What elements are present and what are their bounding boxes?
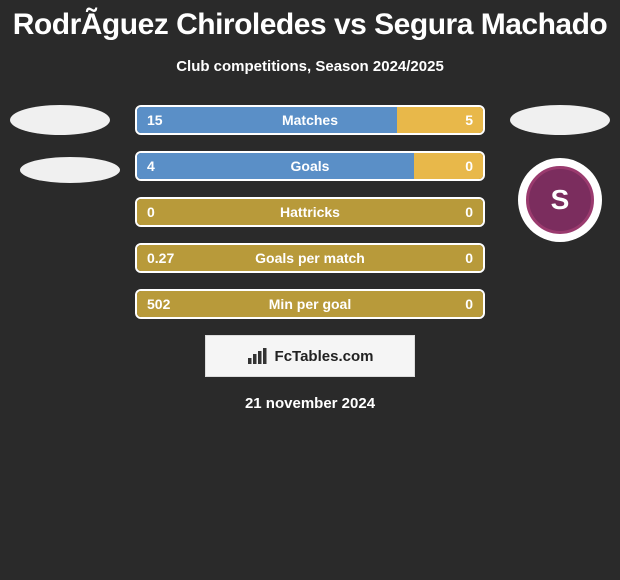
page-title: RodrÃ­guez Chiroledes vs Segura Machado — [0, 8, 620, 42]
bar-left-fill — [137, 107, 397, 133]
stat-left-value: 0.27 — [147, 250, 174, 266]
stat-left-value: 0 — [147, 204, 155, 220]
club-right-logo: S — [510, 157, 610, 243]
stat-right-value: 0 — [465, 250, 473, 266]
stat-label: Matches — [282, 112, 338, 128]
stats-area: S 15 Matches 5 4 Goals 0 — [0, 105, 620, 412]
stat-row-min-per-goal: 502 Min per goal 0 — [135, 289, 485, 319]
brand-text: FcTables.com — [275, 348, 374, 365]
club-logo-outer: S — [518, 158, 602, 242]
player-left-placeholder-icon — [10, 105, 110, 135]
stat-label: Goals per match — [255, 250, 365, 266]
stat-row-hattricks: 0 Hattricks 0 — [135, 197, 485, 227]
stat-label: Goals — [291, 158, 330, 174]
footer-date: 21 november 2024 — [0, 395, 620, 412]
stat-right-value: 5 — [465, 112, 473, 128]
player-right-placeholder-icon — [510, 105, 610, 135]
stat-right-value: 0 — [465, 204, 473, 220]
stat-left-value: 15 — [147, 112, 163, 128]
stat-row-goals: 4 Goals 0 — [135, 151, 485, 181]
brand-box: FcTables.com — [205, 335, 415, 377]
bar-left-fill — [137, 153, 414, 179]
stat-left-value: 502 — [147, 296, 170, 312]
stat-right-value: 0 — [465, 158, 473, 174]
stat-right-value: 0 — [465, 296, 473, 312]
bar-chart-icon — [247, 347, 269, 365]
stat-left-value: 4 — [147, 158, 155, 174]
page-subtitle: Club competitions, Season 2024/2025 — [0, 58, 620, 75]
comparison-infographic: RodrÃ­guez Chiroledes vs Segura Machado … — [0, 0, 620, 412]
stat-row-goals-per-match: 0.27 Goals per match 0 — [135, 243, 485, 273]
stat-bars: 15 Matches 5 4 Goals 0 0 Hattricks 0 — [135, 105, 485, 319]
stat-label: Min per goal — [269, 296, 351, 312]
club-left-placeholder-icon — [20, 157, 120, 183]
club-logo-letter: S — [526, 166, 594, 234]
stat-row-matches: 15 Matches 5 — [135, 105, 485, 135]
stat-label: Hattricks — [280, 204, 340, 220]
